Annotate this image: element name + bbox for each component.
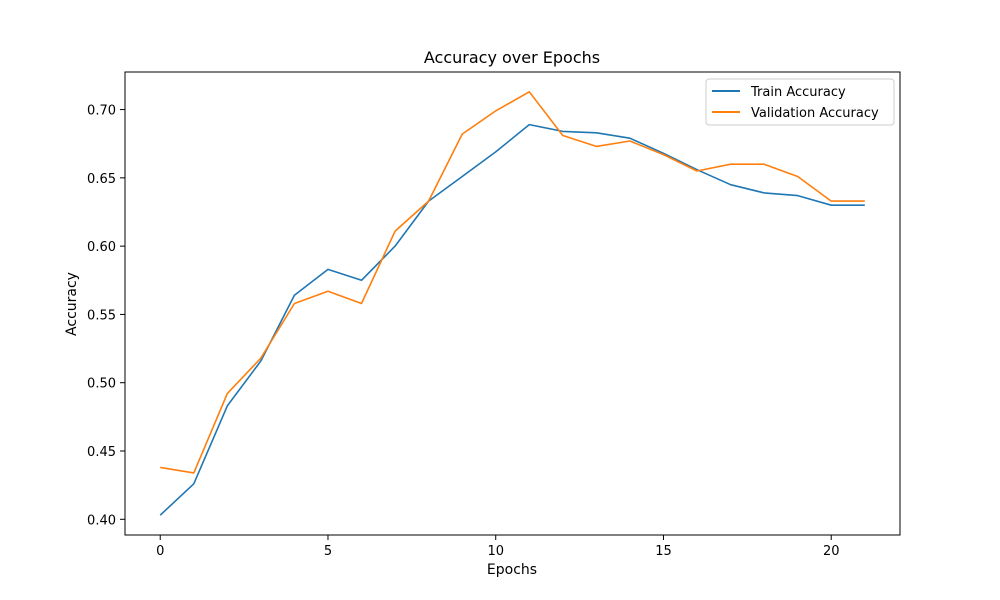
- x-tick-label: 10: [487, 544, 504, 559]
- x-axis-label: Epochs: [487, 562, 537, 578]
- legend-box: [705, 78, 895, 126]
- y-tick-label: 0.45: [87, 445, 116, 460]
- chart-title: Accuracy over Epochs: [424, 48, 600, 67]
- axes-frame: [124, 71, 901, 536]
- y-tick-label: 0.60: [87, 240, 116, 255]
- x-tick-label: 15: [655, 544, 672, 559]
- y-tick-label: 0.40: [87, 513, 116, 528]
- legend-label: Validation Accuracy: [751, 106, 879, 121]
- y-tick-label: 0.65: [87, 172, 116, 187]
- series-line-train: [159, 123, 865, 516]
- series-line-validation: [160, 91, 865, 474]
- x-tick-label: 20: [823, 544, 840, 559]
- y-axis-label: Accuracy: [64, 272, 80, 336]
- legend-label: Train Accuracy: [750, 85, 846, 100]
- y-tick-label: 0.55: [87, 308, 116, 323]
- legend: Train Accuracy Validation Accuracy: [705, 78, 895, 126]
- y-tick-label: 0.70: [87, 104, 116, 119]
- x-tick-label: 0: [156, 544, 164, 559]
- y-tick-label: 0.50: [87, 377, 116, 392]
- x-tick-label: 5: [324, 544, 332, 559]
